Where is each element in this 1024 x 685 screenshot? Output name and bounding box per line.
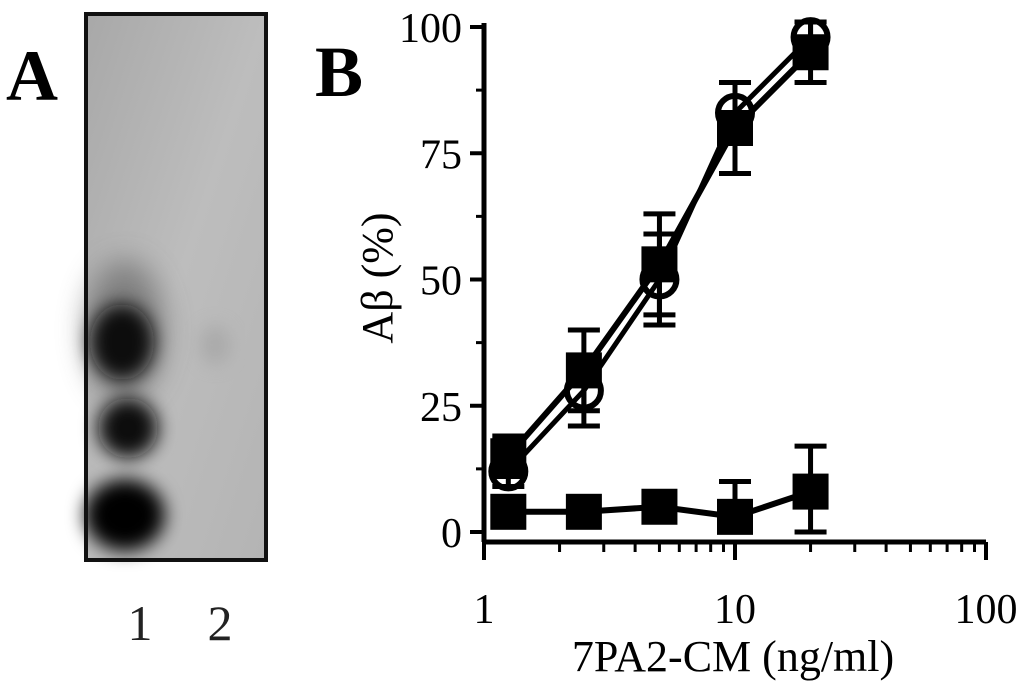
lane-label-2: 2: [208, 595, 233, 651]
y-tick-label: 100: [399, 6, 462, 52]
data-point: [565, 493, 602, 530]
x-axis-title: 7PA2-CM (ng/ml): [572, 632, 894, 681]
panel-a: A 1 2: [6, 12, 268, 651]
data-point: [790, 17, 831, 58]
panel-b: B Aβ (%) 7PA2-CM (ng/ml) 0 25 50 75 100 1 10 10…: [315, 6, 1018, 681]
lane-label-1: 1: [128, 595, 153, 651]
gel-faint-spot: [200, 325, 230, 365]
gel-band-middle: [98, 398, 158, 458]
x-tick-label: 1: [474, 587, 495, 633]
data-point: [715, 92, 755, 133]
gel-image: [84, 12, 268, 562]
x-tick-label: 100: [955, 587, 1018, 633]
gel-band-lower: [85, 479, 165, 551]
y-tick-label: 0: [441, 511, 462, 557]
data-point: [792, 473, 829, 510]
y-tick-label: 25: [420, 385, 462, 431]
data-point: [488, 451, 529, 492]
gel-band-upper: [90, 304, 154, 380]
data-point: [641, 488, 678, 525]
x-tick-label: 10: [714, 587, 756, 633]
series-3: [490, 443, 829, 535]
data-point: [563, 370, 604, 411]
gel-frame: [84, 12, 268, 562]
data-point: [490, 493, 527, 530]
data-point: [639, 259, 680, 300]
chart-plot-area: [488, 17, 831, 535]
series-2: [488, 17, 831, 492]
y-axis-title: Aβ (%): [353, 212, 402, 343]
chart-axes: 0 25 50 75 100 1 10 100: [399, 6, 1018, 633]
panel-b-label: B: [315, 32, 363, 112]
y-tick-label: 50: [420, 259, 462, 305]
y-tick-label: 75: [420, 132, 462, 178]
data-point: [717, 498, 753, 535]
panel-a-label: A: [6, 36, 58, 116]
